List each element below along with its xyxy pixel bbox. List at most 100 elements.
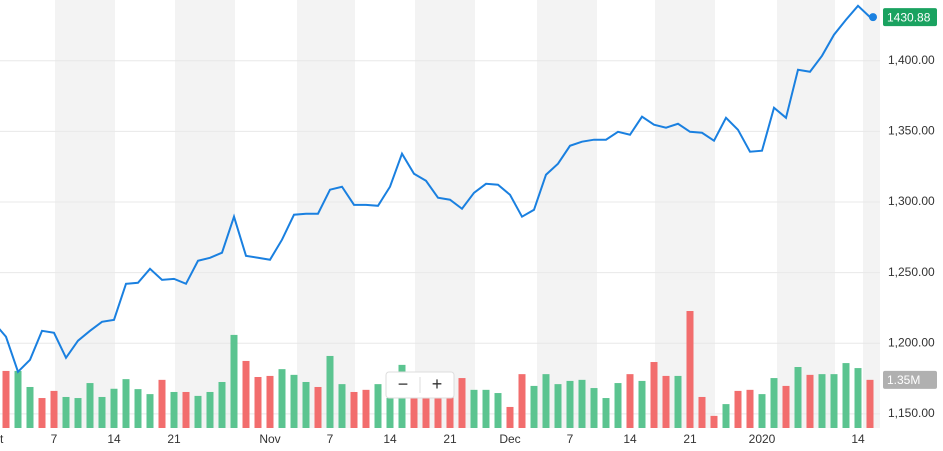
value-tag [883,8,937,27]
x-tick-label: 21 [683,432,697,446]
volume-bar [170,391,178,428]
volume-bar [830,374,838,428]
y-tick-label: 1,150.00 [888,406,935,420]
x-tick-label: 14 [851,432,865,446]
volume-bar [386,398,394,428]
volume-bar [506,406,514,428]
volume-bar [566,380,574,428]
week-bands [55,0,880,428]
volume-bar [854,368,862,428]
volume-bar [818,374,826,428]
volume-bar [194,395,202,428]
volume-bar [614,383,622,428]
volume-bar [758,394,766,428]
volume-bar [278,369,286,428]
y-tick-label: 1,300.00 [888,194,935,208]
volume-bar [38,398,46,428]
volume-bar [698,396,706,428]
volume-bar [302,381,310,428]
x-tick-label: Nov [259,432,280,446]
volume-bar [326,355,334,428]
volume-bar [542,374,550,428]
x-tick-label: 7 [51,432,58,446]
volume-bar [290,374,298,428]
volume-bar [242,360,250,428]
volume-bar [362,389,370,428]
zoom-in-button[interactable]: + [432,374,443,394]
y-tick-label: 1,400.00 [888,53,935,67]
volume-bar [230,334,238,428]
volume-bar [650,362,658,428]
volume-bar [746,389,754,428]
volume-bar [494,393,502,428]
volume-bar [866,379,874,428]
volume-bar [602,398,610,428]
volume-bar [26,386,34,428]
volume-bar [86,383,94,428]
value-label: 1.35M [887,373,920,387]
week-band [863,0,880,428]
x-tick-label: 14 [383,432,397,446]
x-tick-label: 14 [107,432,121,446]
x-tick-label: 21 [167,432,181,446]
week-band [175,0,235,428]
volume-bar [146,394,154,428]
volume-bar [782,385,790,428]
volume-bar [122,379,130,428]
volume-bar [374,384,382,428]
x-tick-label: Oct [0,432,4,446]
volume-bar [806,374,814,428]
volume-bar [254,376,262,428]
y-tick-label: 1,200.00 [888,335,935,349]
volume-bars [2,311,874,428]
labels: 1,150.00 1,200.00 1,250.00 1,300.00 1,350.00… [0,8,937,446]
volume-bar [530,385,538,428]
volume-bar [218,381,226,428]
volume-bar [206,391,214,428]
volume-bar [350,391,358,428]
volume-bar [50,390,58,428]
price-line [0,4,877,374]
last-point [869,13,877,22]
volume-bar [842,363,850,428]
volume-bar [554,384,562,428]
volume-bar [482,389,490,428]
y-tick-label: 1,350.00 [888,124,935,138]
volume-bar [626,374,634,428]
volume-bar [74,398,82,428]
volume-bar [2,370,10,428]
volume-bar [638,380,646,428]
volume-bar [134,389,142,428]
volume-bar [110,388,118,428]
zoom-control: − + [385,371,455,399]
volume-bar [686,311,694,428]
volume-bar [182,391,190,428]
volume-bar [14,370,22,428]
value-tag [883,370,937,389]
volume-bar [422,388,430,428]
x-tick-label: 21 [443,432,457,446]
week-band [415,0,475,428]
zoom-out-button[interactable]: − [398,374,409,394]
volume-bar [458,378,466,428]
week-band [55,0,115,428]
volume-bar [662,375,670,428]
x-tick-label: 7 [567,432,574,446]
week-band [537,0,597,428]
volume-bar [98,396,106,428]
volume-bar [266,375,274,428]
x-tick-label: 2020 [749,432,776,446]
volume-bar [158,379,166,428]
volume-bar [578,379,586,428]
volume-bar [434,389,442,428]
volume-bar [710,415,718,428]
week-band [777,0,835,428]
volume-bar [410,391,418,428]
x-tick-label: 14 [623,432,637,446]
price-line [0,4,871,374]
volume-bar [62,396,70,428]
volume-bar [722,404,730,428]
x-tick-label: Dec [499,432,520,446]
volume-bar [674,375,682,428]
